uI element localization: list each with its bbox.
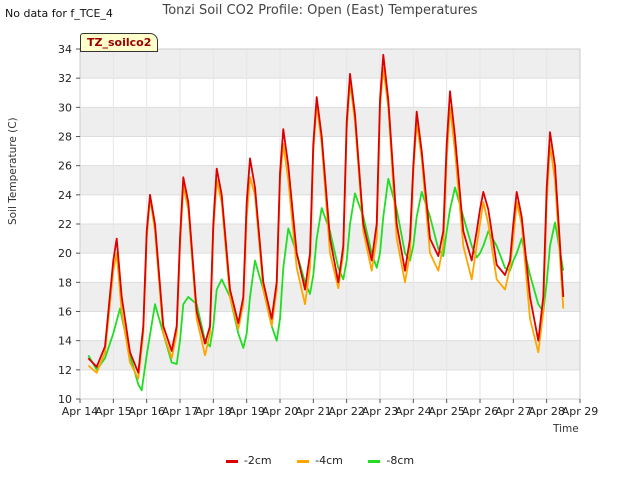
x-tick-label: Apr 26 — [462, 405, 499, 418]
legend-label-2cm: -2cm — [243, 454, 272, 467]
x-tick-label: Apr 22 — [328, 405, 365, 418]
x-tick-label: Apr 24 — [395, 405, 432, 418]
grid-band — [80, 165, 580, 195]
x-tick-label: Apr 23 — [362, 405, 399, 418]
x-tick-label: Apr 15 — [95, 405, 132, 418]
y-tick-label: 24 — [58, 189, 72, 202]
legend-item-8cm: -8cm — [368, 454, 414, 467]
y-tick-label: 34 — [58, 43, 72, 56]
x-tick-label: Apr 16 — [128, 405, 165, 418]
x-tick-label: Apr 29 — [562, 405, 599, 418]
y-axis-ticks: 10 12 14 16 18 20 22 24 26 28 30 32 34 — [58, 43, 80, 406]
x-tick-label: Apr 19 — [228, 405, 265, 418]
legend-swatch-2cm — [225, 459, 238, 463]
dataset-badge: TZ_soilco2 — [80, 33, 159, 52]
x-tick-label: Apr 21 — [295, 405, 332, 418]
grid-band — [80, 49, 580, 79]
series-line-m2cm — [87, 53, 565, 374]
x-tick-label: Apr 17 — [162, 405, 199, 418]
x-tick-label: Apr 20 — [262, 405, 299, 418]
legend-item-4cm: -4cm — [297, 454, 343, 467]
series-line-m8cm — [87, 177, 565, 392]
legend-label-8cm: -8cm — [386, 454, 415, 467]
grid-bands — [80, 49, 580, 370]
legend-swatch-4cm — [297, 459, 310, 463]
grid-band — [80, 282, 580, 312]
y-tick-label: 28 — [58, 131, 72, 144]
y-tick-label: 20 — [58, 247, 72, 260]
legend-label-4cm: -4cm — [315, 454, 343, 467]
legend-item-2cm: -2cm — [225, 454, 272, 467]
grid-band — [80, 107, 580, 137]
chart-title: Tonzi Soil CO2 Profile: Open (East) Temp… — [162, 3, 478, 18]
x-tick-label: Apr 27 — [495, 405, 532, 418]
y-tick-label: 26 — [58, 160, 72, 173]
y-tick-label: 16 — [58, 306, 72, 319]
y-tick-label: 30 — [58, 101, 72, 114]
x-tick-label: Apr 28 — [528, 405, 565, 418]
y-tick-label: 10 — [58, 393, 72, 406]
x-tick-label: Apr 14 — [62, 405, 99, 418]
x-tick-label: Apr 18 — [195, 405, 232, 418]
y-tick-label: 22 — [58, 218, 72, 231]
series-line-m4cm — [87, 67, 565, 380]
x-axis-label: Time — [553, 423, 579, 435]
y-tick-label: 14 — [58, 335, 72, 348]
y-tick-label: 12 — [58, 364, 72, 377]
x-tick-label: Apr 25 — [428, 405, 465, 418]
no-data-message: No data for f_TCE_4 — [5, 7, 113, 20]
legend: -2cm -4cm -8cm — [0, 454, 640, 467]
series-lines — [87, 53, 565, 392]
y-tick-label: 18 — [58, 276, 72, 289]
legend-swatch-8cm — [368, 459, 381, 463]
y-tick-label: 32 — [58, 72, 72, 85]
grid-band — [80, 340, 580, 370]
